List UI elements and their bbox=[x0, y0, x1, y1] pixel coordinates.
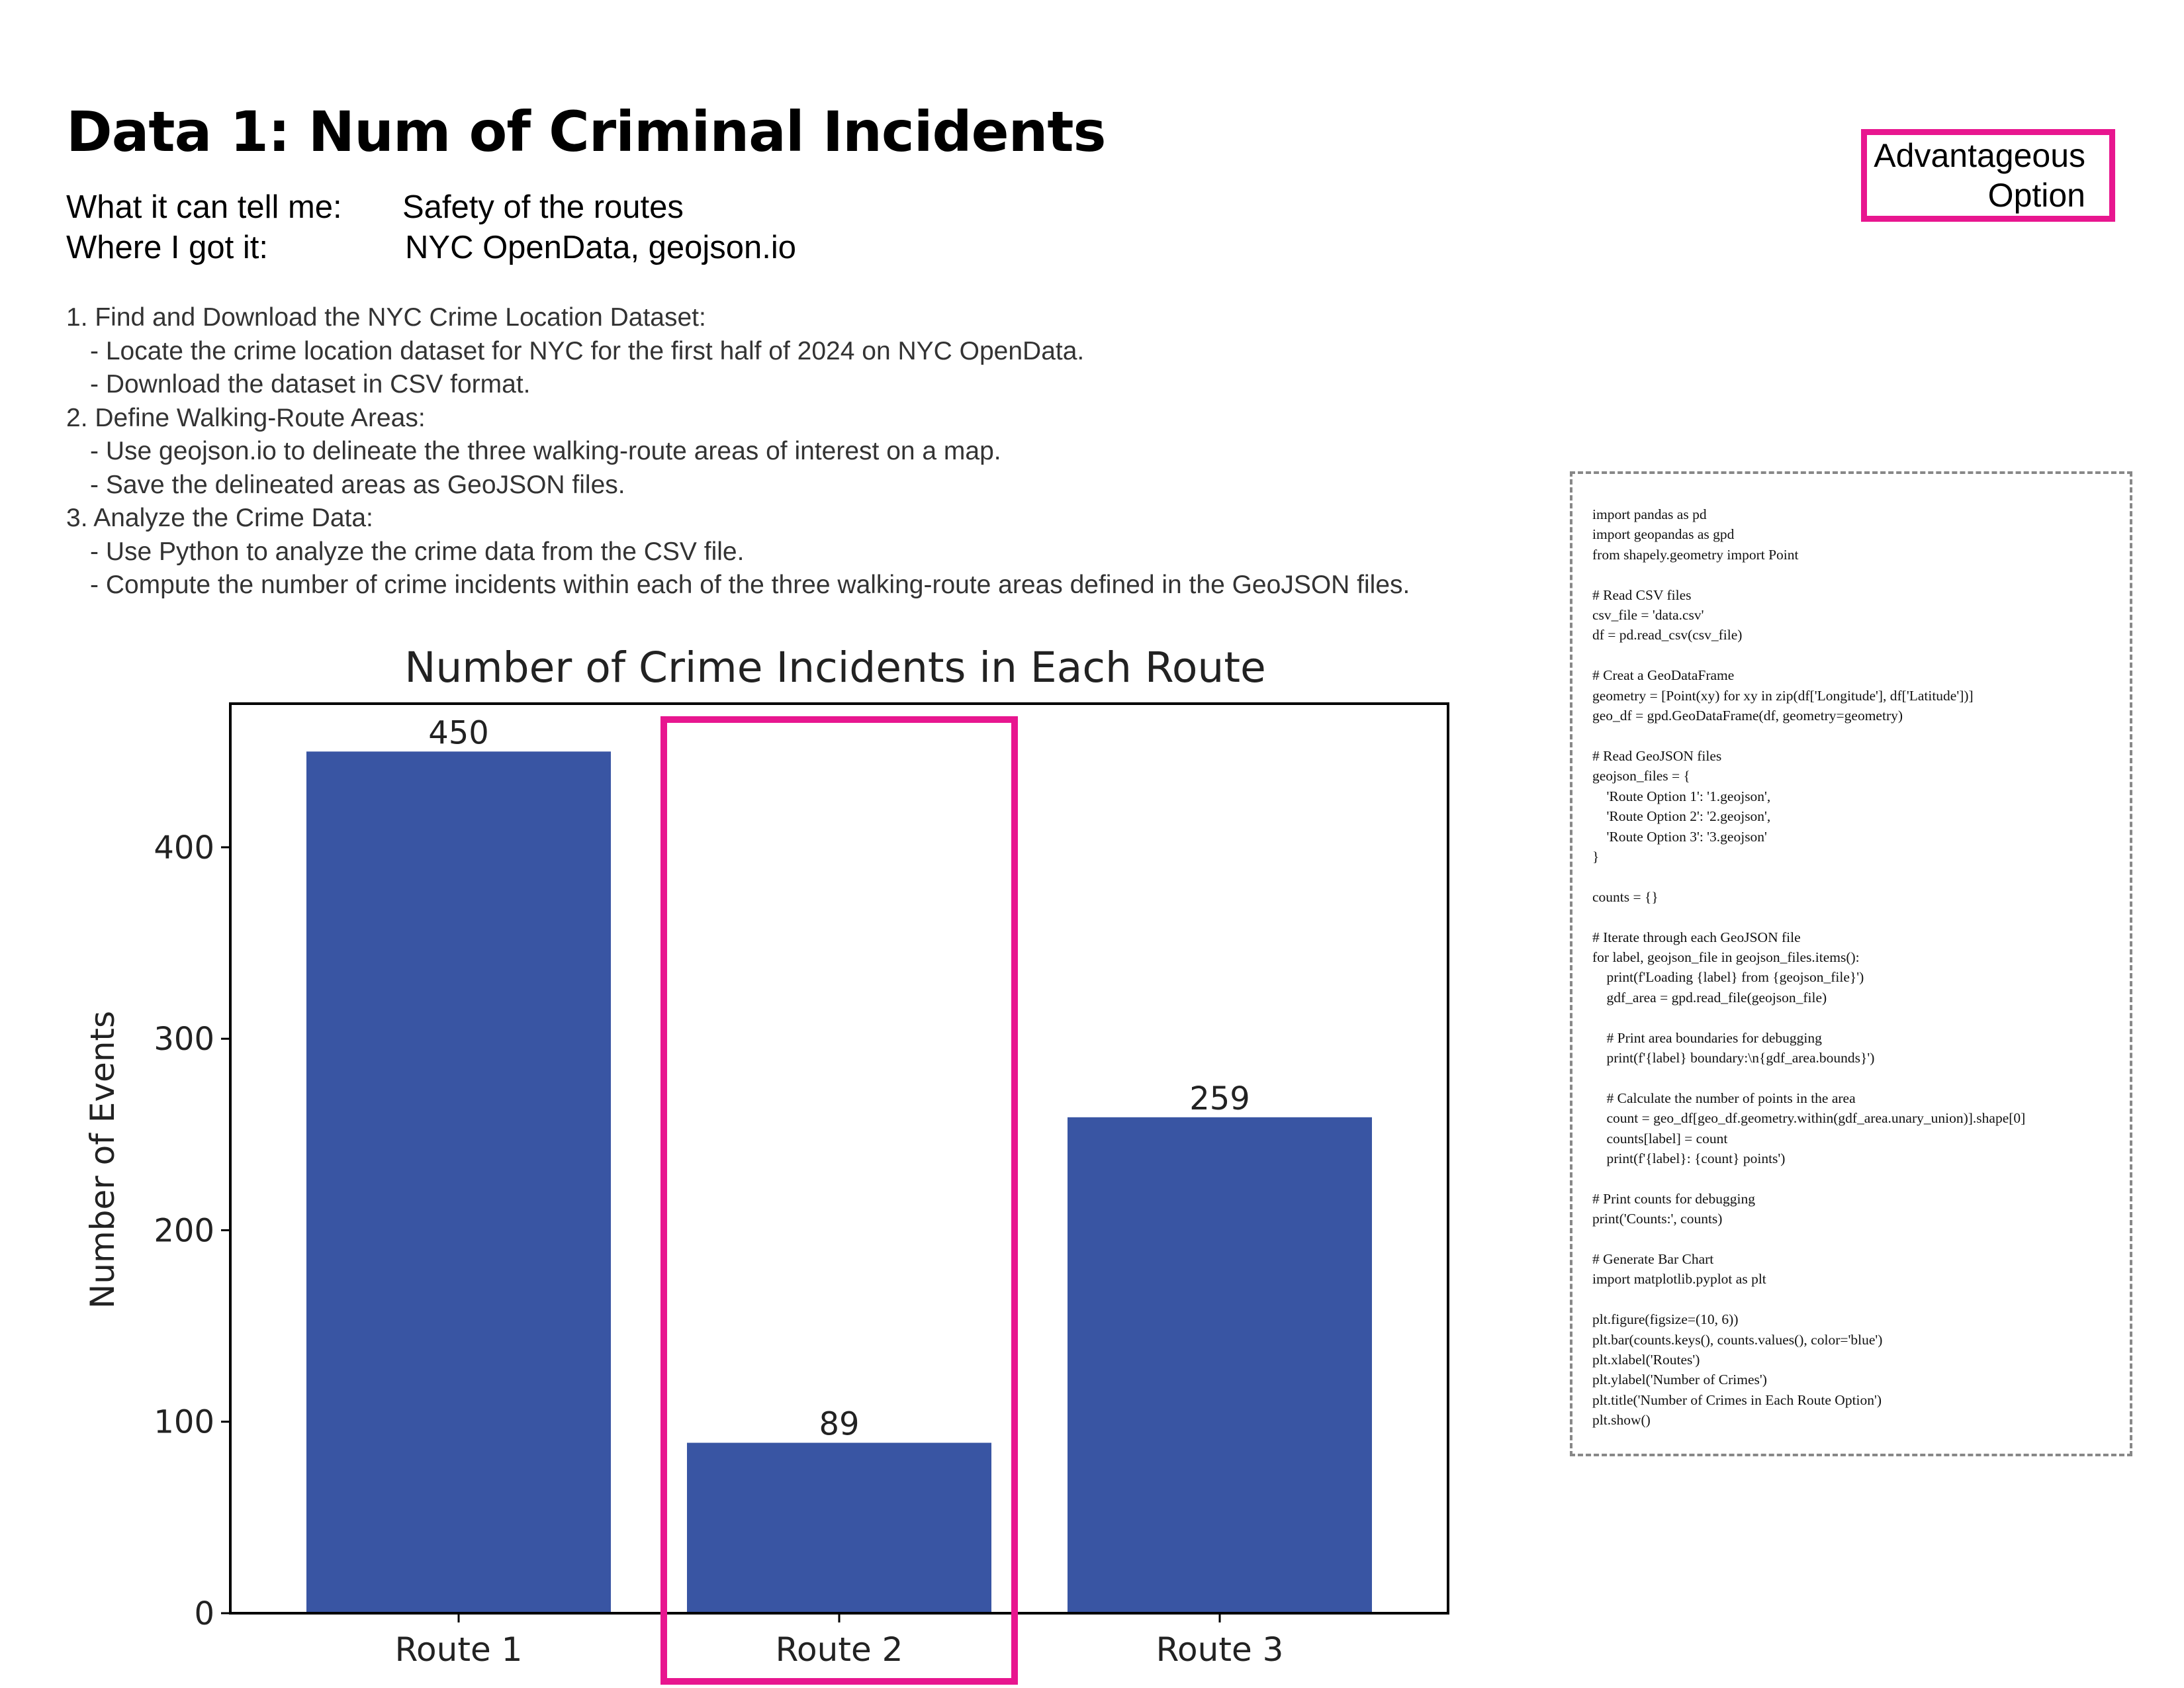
code-line: counts[label] = count bbox=[1592, 1130, 1728, 1147]
code-line: # Generate Bar Chart bbox=[1592, 1251, 1714, 1268]
code-line: print(f'{label}: {count} points') bbox=[1592, 1150, 1786, 1166]
step-detail: - Use geojson.io to delineate the three … bbox=[90, 437, 1001, 465]
route-2-highlight-box bbox=[660, 716, 1018, 1685]
code-line: # Creat a GeoDataFrame bbox=[1592, 667, 1735, 684]
code-line: geojson_files = { bbox=[1592, 768, 1690, 784]
y-tick-label: 200 bbox=[154, 1212, 214, 1249]
code-snippet: import pandas as pd import geopandas as g… bbox=[1570, 471, 2132, 1456]
code-line: 'Route Option 1': '1.geojson', bbox=[1592, 788, 1771, 804]
code-line: plt.bar(counts.keys(), counts.values(), … bbox=[1592, 1331, 1883, 1348]
bar-route-3 bbox=[1068, 1117, 1372, 1613]
code-line: # Read GeoJSON files bbox=[1592, 747, 1722, 764]
y-axis-label: Number of Events bbox=[83, 1011, 122, 1309]
step-heading: 3. Analyze the Crime Data: bbox=[66, 504, 373, 532]
code-line: df = pd.read_csv(csv_file) bbox=[1592, 627, 1743, 643]
plot-frame bbox=[229, 702, 1449, 1615]
y-ticks-group: 0 100 200 300 400 bbox=[154, 829, 230, 1632]
bar-value-label: 89 bbox=[819, 1406, 859, 1443]
page-title: Data 1: Num of Criminal Incidents bbox=[66, 99, 1107, 164]
x-tick-label: Route 1 bbox=[395, 1630, 523, 1669]
code-line: 'Route Option 2': '2.geojson', bbox=[1592, 808, 1771, 825]
advantageous-option-text: Advantageous Option bbox=[1874, 137, 2085, 214]
bar-labels-group: 450 89 259 bbox=[428, 714, 1250, 1442]
code-line: import pandas as pd bbox=[1592, 506, 1707, 522]
bars-group bbox=[306, 751, 1372, 1613]
code-line: counts = {} bbox=[1592, 888, 1659, 905]
code-line: } bbox=[1592, 848, 1600, 865]
step-detail: - Save the delineated areas as GeoJSON f… bbox=[90, 470, 625, 499]
code-line: plt.xlabel('Routes') bbox=[1592, 1352, 1700, 1368]
step-detail: - Use Python to analyze the crime data f… bbox=[90, 537, 745, 566]
code-line: plt.ylabel('Number of Crimes') bbox=[1592, 1372, 1767, 1388]
code-line: for label, geojson_file in geojson_files… bbox=[1592, 949, 1860, 965]
bar-route-2 bbox=[687, 1442, 991, 1613]
step-detail: - Download the dataset in CSV format. bbox=[90, 370, 531, 399]
code-line: # Iterate through each GeoJSON file bbox=[1592, 929, 1801, 945]
y-tick-label: 300 bbox=[154, 1021, 214, 1058]
chart-title: Number of Crime Incidents in Each Route bbox=[404, 643, 1266, 692]
code-line: import geopandas as gpd bbox=[1592, 526, 1735, 543]
meta-label: What it can tell me: bbox=[66, 189, 342, 225]
code-line: print(f'{label} boundary:\n{gdf_area.bou… bbox=[1592, 1049, 1875, 1066]
x-ticks-group: Route 1 Route 2 Route 3 bbox=[395, 1613, 1284, 1669]
step-detail: - Compute the number of crime incidents … bbox=[90, 571, 1410, 599]
code-line: 'Route Option 3': '3.geojson' bbox=[1592, 828, 1767, 845]
code-line: # Read CSV files bbox=[1592, 586, 1692, 603]
code-line: csv_file = 'data.csv' bbox=[1592, 607, 1704, 624]
code-line: # Print area boundaries for debugging bbox=[1592, 1029, 1822, 1046]
step-detail: - Locate the crime location dataset for … bbox=[90, 336, 1085, 365]
code-line: geo_df = gpd.GeoDataFrame(df, geometry=g… bbox=[1592, 708, 1903, 724]
meta-value: Safety of the routes bbox=[402, 189, 684, 225]
code-line: print('Counts:', counts) bbox=[1592, 1211, 1723, 1227]
code-line: # Calculate the number of points in the … bbox=[1592, 1090, 1856, 1106]
code-line: plt.show() bbox=[1592, 1412, 1651, 1429]
method-steps: 1. Find and Download the NYC Crime Locat… bbox=[66, 301, 1555, 602]
x-tick-label: Route 3 bbox=[1156, 1630, 1284, 1669]
y-tick-label: 100 bbox=[154, 1404, 214, 1441]
code-line: geometry = [Point(xy) for xy in zip(df['… bbox=[1592, 687, 1974, 704]
bar-value-label: 259 bbox=[1189, 1080, 1250, 1117]
y-tick-label: 400 bbox=[154, 829, 214, 867]
meta-label: Where I got it: bbox=[66, 230, 269, 265]
code-line: count = geo_df[geo_df.geometry.within(gd… bbox=[1592, 1110, 2026, 1127]
code-line: gdf_area = gpd.read_file(geojson_file) bbox=[1592, 989, 1827, 1006]
step-heading: 1. Find and Download the NYC Crime Locat… bbox=[66, 303, 706, 332]
step-heading: 2. Define Walking-Route Areas: bbox=[66, 403, 426, 432]
code-line: from shapely.geometry import Point bbox=[1592, 546, 1799, 563]
code-line: import matplotlib.pyplot as plt bbox=[1592, 1271, 1766, 1288]
code-line: print(f'Loading {label} from {geojson_fi… bbox=[1592, 969, 1864, 986]
code-line: # Print counts for debugging bbox=[1592, 1190, 1756, 1207]
bar-value-label: 450 bbox=[428, 714, 489, 751]
advantageous-option-label: Advantageous Option bbox=[1861, 129, 2115, 222]
x-tick-label: Route 2 bbox=[776, 1630, 903, 1669]
code-line: plt.title('Number of Crimes in Each Rout… bbox=[1592, 1391, 1882, 1408]
code-line: plt.figure(figsize=(10, 6)) bbox=[1592, 1311, 1739, 1328]
bar-route-1 bbox=[306, 751, 611, 1613]
meta-value: NYC OpenData, geojson.io bbox=[405, 230, 797, 265]
y-tick-label: 0 bbox=[194, 1595, 214, 1632]
